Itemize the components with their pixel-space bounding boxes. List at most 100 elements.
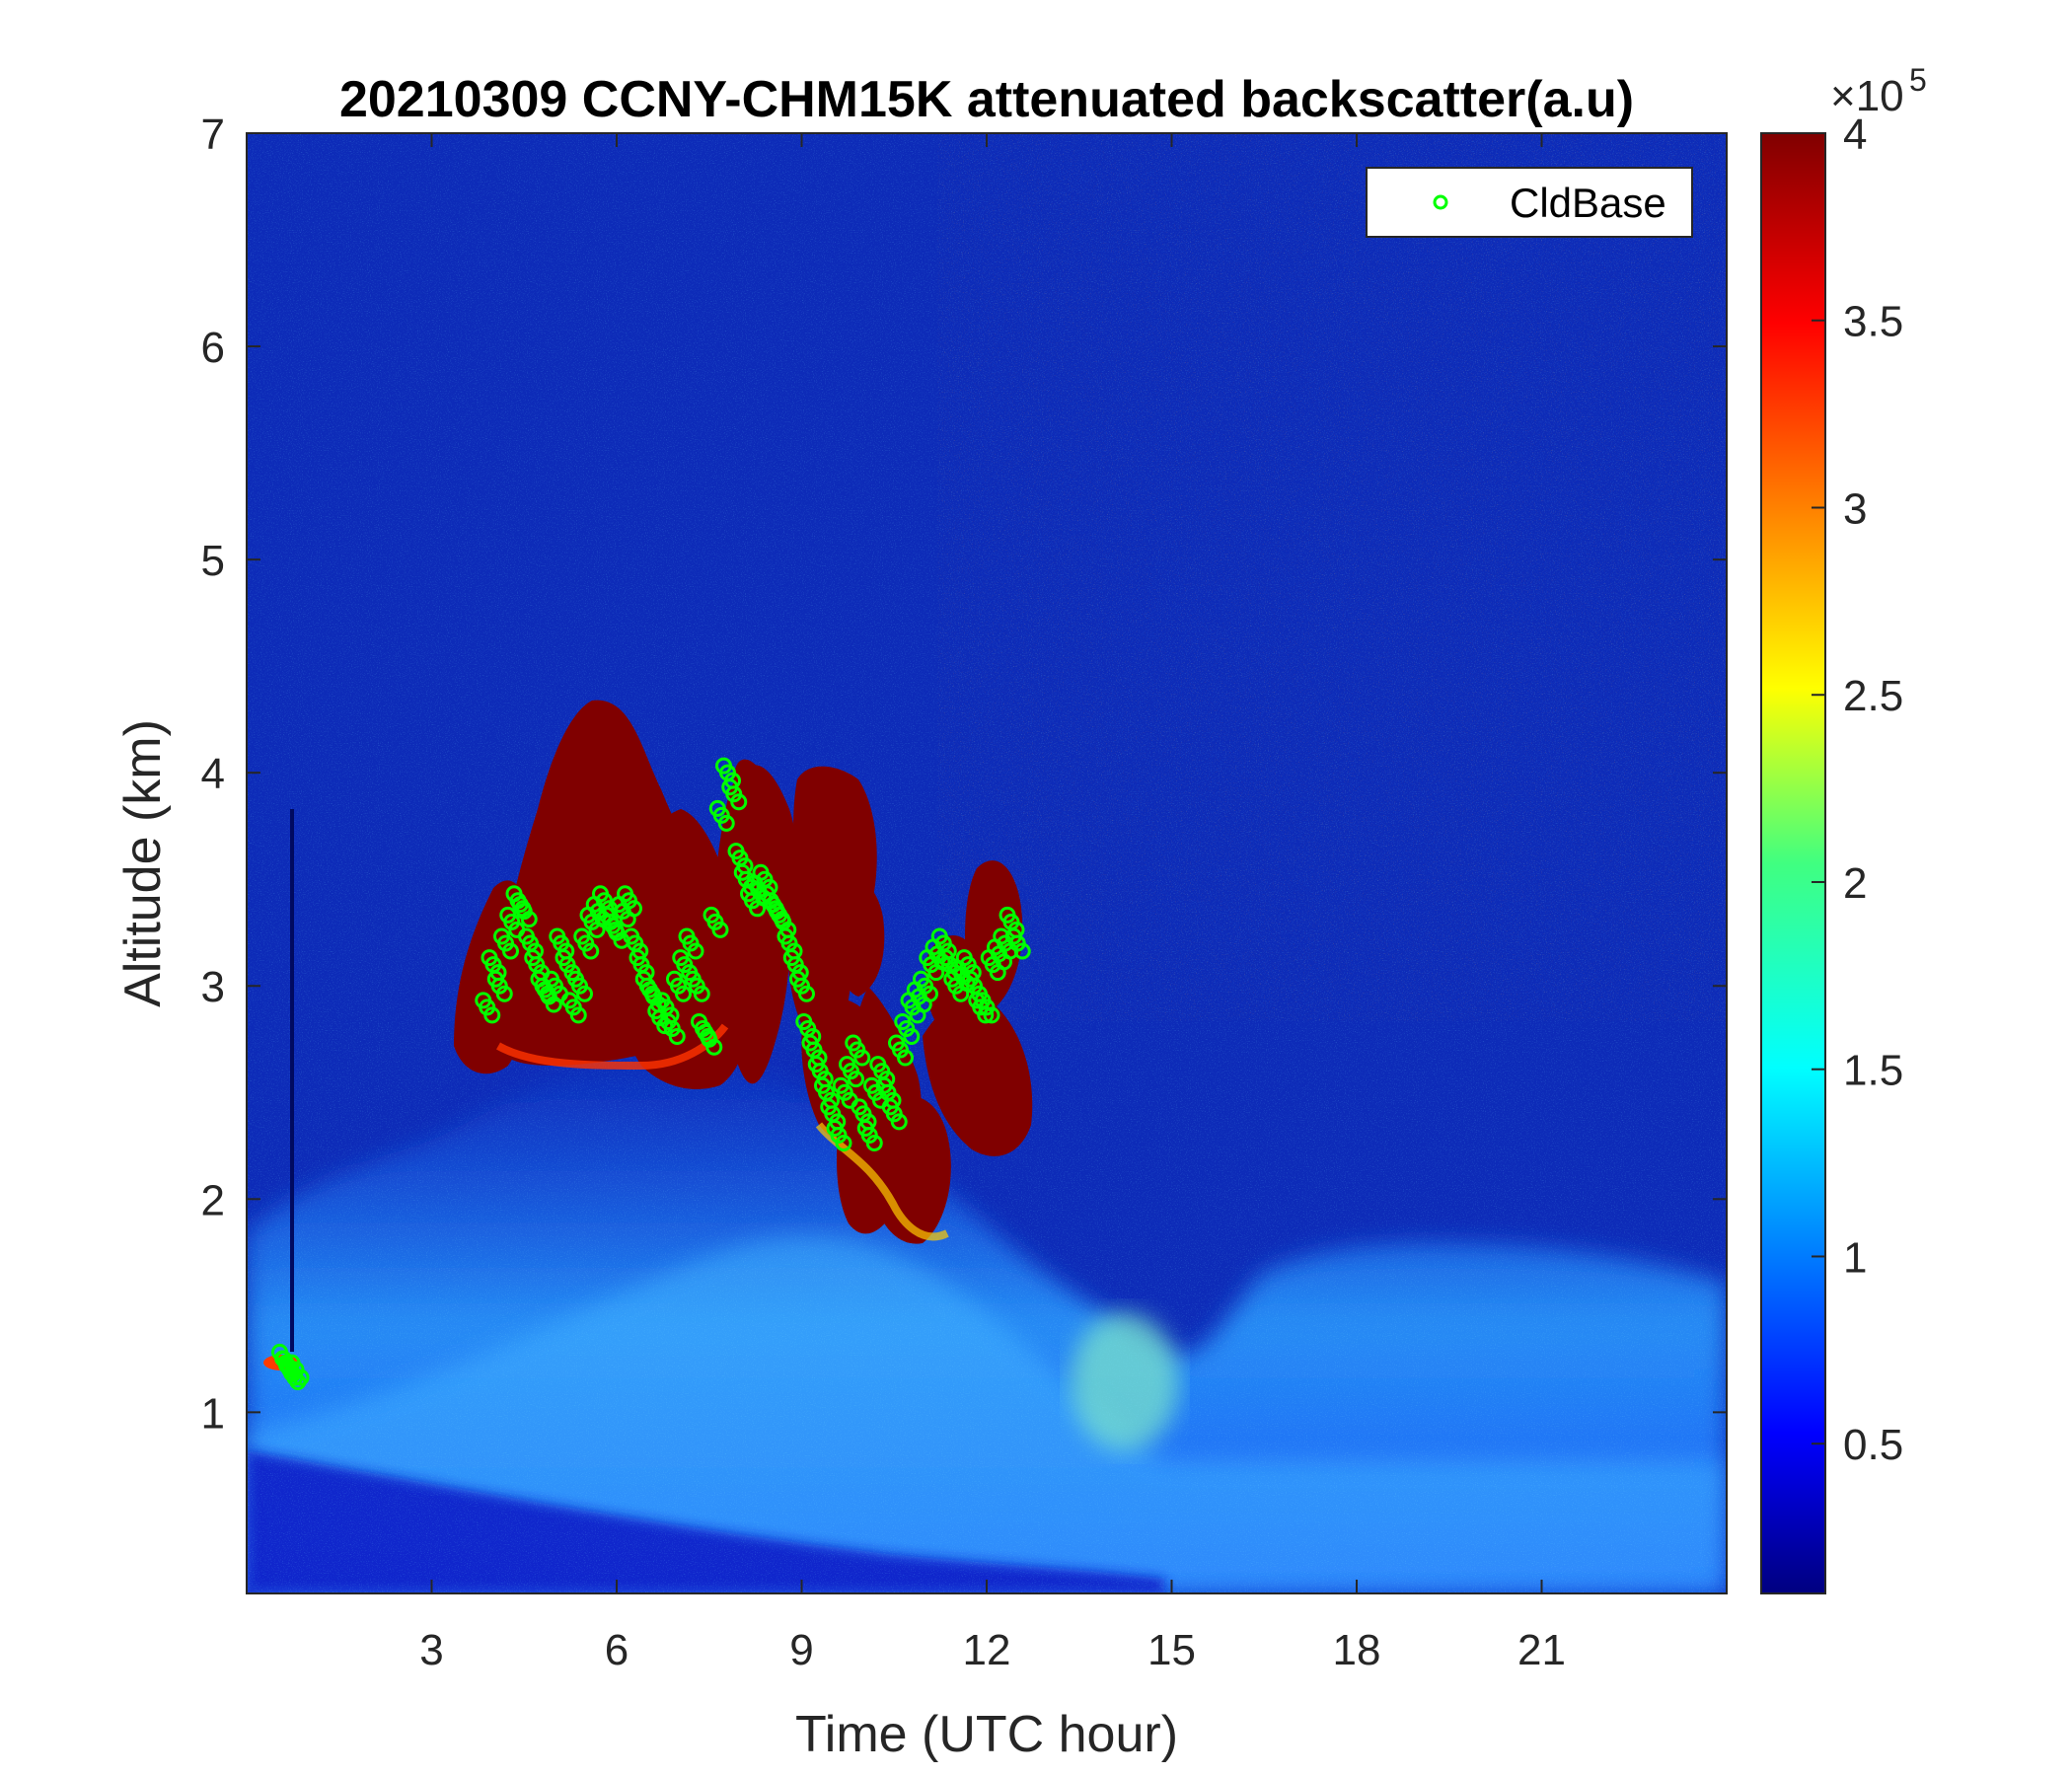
cldbase-point bbox=[839, 1056, 855, 1073]
cldbase-point bbox=[721, 778, 739, 796]
colorbar-tick-label: 3 bbox=[1843, 484, 1867, 533]
cldbase-point bbox=[520, 911, 538, 928]
cldbase-point bbox=[795, 1012, 813, 1030]
cldbase-point bbox=[869, 1056, 887, 1073]
x-tick-label: 6 bbox=[605, 1626, 629, 1674]
cldbase-point bbox=[543, 970, 559, 988]
cldbase-point bbox=[851, 1098, 868, 1116]
y-tick-label: 2 bbox=[201, 1176, 225, 1224]
y-tick-label: 3 bbox=[201, 963, 225, 1011]
cldbase-point bbox=[569, 1006, 587, 1024]
x-axis-ticks: 3 6 9 12 15 18 21 bbox=[419, 133, 1566, 1674]
x-tick-label: 18 bbox=[1333, 1626, 1381, 1674]
x-tick-label: 21 bbox=[1517, 1626, 1566, 1674]
cldbase-point bbox=[922, 985, 938, 1002]
cldbase-point bbox=[687, 942, 704, 960]
y-tick-label: 4 bbox=[201, 750, 225, 798]
chart-title: 20210309 CCNY-CHM15K attenuated backscat… bbox=[339, 71, 1634, 128]
cldbase-point bbox=[826, 1119, 844, 1137]
cldbase-point bbox=[672, 949, 690, 967]
cldbase-point bbox=[659, 1012, 677, 1030]
colorbar-gradient bbox=[1761, 133, 1825, 1593]
cldbase-point bbox=[930, 927, 948, 945]
cldbase-point bbox=[999, 906, 1016, 924]
cldbase-point bbox=[832, 1076, 850, 1094]
y-tick-label: 7 bbox=[201, 111, 225, 159]
colorbar-tick-label: 0.5 bbox=[1843, 1421, 1903, 1469]
y-tick-label: 1 bbox=[201, 1389, 225, 1438]
cldbase-point bbox=[848, 1071, 864, 1088]
cldbase-point bbox=[913, 970, 929, 988]
cldbase-point bbox=[524, 949, 542, 967]
cldbase-point bbox=[703, 906, 720, 924]
cldbase-point bbox=[678, 927, 696, 945]
cldbase-point bbox=[777, 927, 794, 945]
cldbase-point bbox=[717, 814, 735, 832]
cldbase-point bbox=[502, 942, 519, 960]
cldbase-point bbox=[629, 949, 646, 967]
cldbase-point bbox=[283, 1354, 301, 1371]
colorbar-tick-label: 3.5 bbox=[1843, 298, 1903, 346]
cldbase-point bbox=[499, 906, 517, 924]
cldbase-point bbox=[697, 1023, 714, 1041]
cldbase-point bbox=[937, 949, 954, 967]
cldbase-point bbox=[835, 1134, 852, 1151]
cldbase-point bbox=[708, 799, 726, 817]
cldbase-point bbox=[856, 1119, 874, 1137]
cldbase-point bbox=[974, 992, 992, 1009]
y-axis-label: Altitude (km) bbox=[114, 719, 172, 1007]
cldbase-point bbox=[576, 985, 593, 1002]
cldbase-point bbox=[475, 992, 492, 1009]
cldbase-point bbox=[782, 949, 800, 967]
cldbase-point bbox=[771, 906, 788, 924]
y-tick-label: 5 bbox=[201, 537, 225, 585]
cldbase-point bbox=[560, 992, 578, 1009]
cldbase-point bbox=[814, 1076, 831, 1094]
cldbase-point bbox=[675, 985, 692, 1002]
colorbar-tick-label: 1 bbox=[1843, 1233, 1867, 1282]
cldbase-point bbox=[727, 843, 745, 860]
cldbase-point bbox=[483, 1006, 501, 1024]
cldbase-point bbox=[693, 985, 710, 1002]
cldbase-point bbox=[903, 1027, 921, 1045]
cldbase-point bbox=[798, 985, 815, 1002]
cldbase-point bbox=[845, 1034, 862, 1052]
x-axis-label: Time (UTC hour) bbox=[795, 1706, 1178, 1763]
cldbase-point bbox=[789, 970, 806, 988]
x-tick-label: 12 bbox=[963, 1626, 1011, 1674]
cldbase-point bbox=[684, 970, 702, 988]
cldbase-point bbox=[495, 985, 513, 1002]
cldbase-point bbox=[894, 1012, 912, 1030]
colorbar-multiplier-exp: 5 bbox=[1909, 62, 1927, 98]
cldbase-point bbox=[752, 863, 770, 881]
cldbase-point bbox=[865, 1134, 883, 1151]
cldbase-point bbox=[801, 1034, 819, 1052]
cldbase-point bbox=[881, 1098, 899, 1116]
cldbase-point bbox=[592, 885, 609, 903]
cldbase-point bbox=[511, 896, 529, 914]
cldbase-point bbox=[518, 927, 535, 945]
cldbase-point bbox=[820, 1098, 838, 1116]
cldbase-point bbox=[567, 970, 584, 988]
cldbase-point bbox=[715, 757, 732, 775]
legend-marker-icon bbox=[1433, 194, 1448, 210]
colorbar-tick-label: 2 bbox=[1843, 859, 1867, 908]
colorbar-multiplier-base: ×10 bbox=[1830, 72, 1904, 120]
cldbase-point bbox=[853, 1049, 871, 1067]
colorbar-border bbox=[1760, 132, 1826, 1594]
cldbase-point bbox=[555, 949, 572, 967]
x-tick-label: 9 bbox=[789, 1626, 813, 1674]
cldbase-point bbox=[617, 885, 633, 903]
cldbase-point bbox=[730, 793, 748, 811]
cldbase-point bbox=[493, 927, 510, 945]
cldbase-point bbox=[292, 1369, 310, 1386]
cldbase-point bbox=[626, 900, 642, 918]
cldbase-point bbox=[582, 942, 600, 960]
cldbase-point bbox=[890, 1113, 908, 1131]
legend-box bbox=[1366, 167, 1693, 238]
x-tick-label: 15 bbox=[1147, 1626, 1196, 1674]
cldbase-point bbox=[604, 917, 622, 934]
cldbase-point bbox=[983, 1006, 1000, 1024]
